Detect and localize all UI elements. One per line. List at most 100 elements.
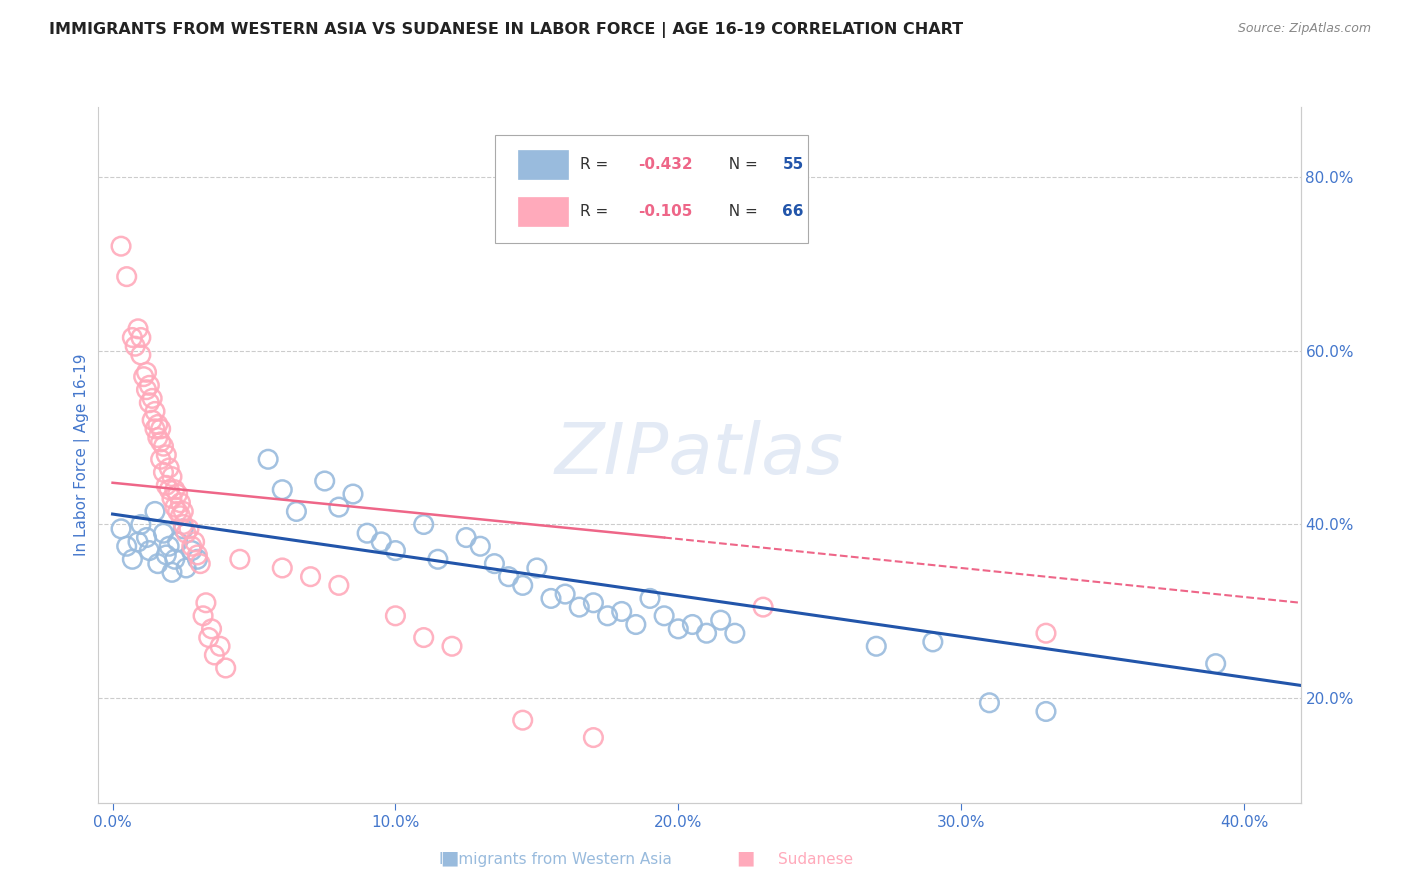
Point xyxy=(412,517,434,532)
Point xyxy=(652,608,675,623)
Point xyxy=(456,531,478,545)
Text: R =: R = xyxy=(581,204,613,219)
Point xyxy=(172,522,194,536)
Point xyxy=(157,539,180,553)
Point xyxy=(710,613,733,627)
Point xyxy=(143,404,166,418)
Point xyxy=(299,570,322,584)
Point xyxy=(152,526,174,541)
Point xyxy=(160,469,183,483)
Point xyxy=(202,648,225,662)
Point xyxy=(180,539,202,553)
Point xyxy=(149,452,172,467)
Point xyxy=(1205,657,1227,671)
Point xyxy=(166,534,188,549)
Point xyxy=(865,639,887,653)
Point xyxy=(121,330,143,344)
Point xyxy=(174,526,197,541)
Point xyxy=(200,622,222,636)
Point xyxy=(215,661,238,675)
Point xyxy=(138,378,160,392)
Point xyxy=(146,430,169,444)
Point xyxy=(169,508,191,523)
Text: N =: N = xyxy=(718,204,762,219)
Point xyxy=(554,587,576,601)
Point xyxy=(143,504,166,518)
Point xyxy=(229,552,252,566)
Text: Sudanese: Sudanese xyxy=(778,852,853,867)
Point xyxy=(183,534,205,549)
Point xyxy=(135,383,157,397)
FancyBboxPatch shape xyxy=(517,150,568,179)
Point xyxy=(1035,626,1057,640)
Text: -0.105: -0.105 xyxy=(638,204,693,219)
Point xyxy=(141,392,163,406)
Point xyxy=(172,504,194,518)
Point xyxy=(129,348,152,362)
Text: Immigrants from Western Asia: Immigrants from Western Asia xyxy=(439,852,672,867)
Point xyxy=(582,596,605,610)
Point xyxy=(163,483,186,497)
Point xyxy=(115,269,138,284)
Point xyxy=(124,339,146,353)
Text: ZIPatlas: ZIPatlas xyxy=(555,420,844,490)
Point xyxy=(127,322,149,336)
Point xyxy=(157,483,180,497)
Point xyxy=(160,491,183,506)
Text: R =: R = xyxy=(581,157,613,172)
Point xyxy=(141,413,163,427)
Point xyxy=(638,591,661,606)
Point xyxy=(121,552,143,566)
Point xyxy=(328,500,350,514)
Point xyxy=(370,534,392,549)
Point xyxy=(568,600,591,615)
Point xyxy=(666,622,689,636)
Point xyxy=(129,330,152,344)
Point xyxy=(152,466,174,480)
Text: N =: N = xyxy=(718,157,762,172)
Text: IMMIGRANTS FROM WESTERN ASIA VS SUDANESE IN LABOR FORCE | AGE 16-19 CORRELATION : IMMIGRANTS FROM WESTERN ASIA VS SUDANESE… xyxy=(49,22,963,38)
Point xyxy=(271,483,294,497)
Point xyxy=(484,557,506,571)
Point xyxy=(155,548,177,562)
Point xyxy=(155,478,177,492)
Point xyxy=(135,531,157,545)
Point xyxy=(470,539,492,553)
Point xyxy=(526,561,548,575)
Point xyxy=(271,561,294,575)
Text: -0.432: -0.432 xyxy=(638,157,693,172)
Point xyxy=(172,517,194,532)
Point xyxy=(143,422,166,436)
Point xyxy=(186,548,208,562)
Point xyxy=(110,522,132,536)
Point xyxy=(135,365,157,379)
Point xyxy=(166,487,188,501)
FancyBboxPatch shape xyxy=(517,197,568,226)
Point xyxy=(257,452,280,467)
Point xyxy=(356,526,378,541)
Point xyxy=(384,608,406,623)
Point xyxy=(163,552,186,566)
Text: 66: 66 xyxy=(782,204,804,219)
Point xyxy=(681,617,703,632)
Y-axis label: In Labor Force | Age 16-19: In Labor Force | Age 16-19 xyxy=(75,353,90,557)
Point xyxy=(328,578,350,592)
Point xyxy=(624,617,647,632)
Point xyxy=(110,239,132,253)
Point xyxy=(696,626,718,640)
Point xyxy=(596,608,619,623)
Point xyxy=(384,543,406,558)
Point xyxy=(177,522,200,536)
Point xyxy=(610,605,633,619)
Point xyxy=(166,504,188,518)
Point xyxy=(152,439,174,453)
Point xyxy=(197,631,219,645)
Point xyxy=(1035,705,1057,719)
Point xyxy=(180,543,202,558)
Point xyxy=(582,731,605,745)
Point xyxy=(314,474,336,488)
Point xyxy=(342,487,364,501)
Text: ■: ■ xyxy=(735,848,755,867)
Point xyxy=(724,626,747,640)
Point xyxy=(186,552,208,566)
